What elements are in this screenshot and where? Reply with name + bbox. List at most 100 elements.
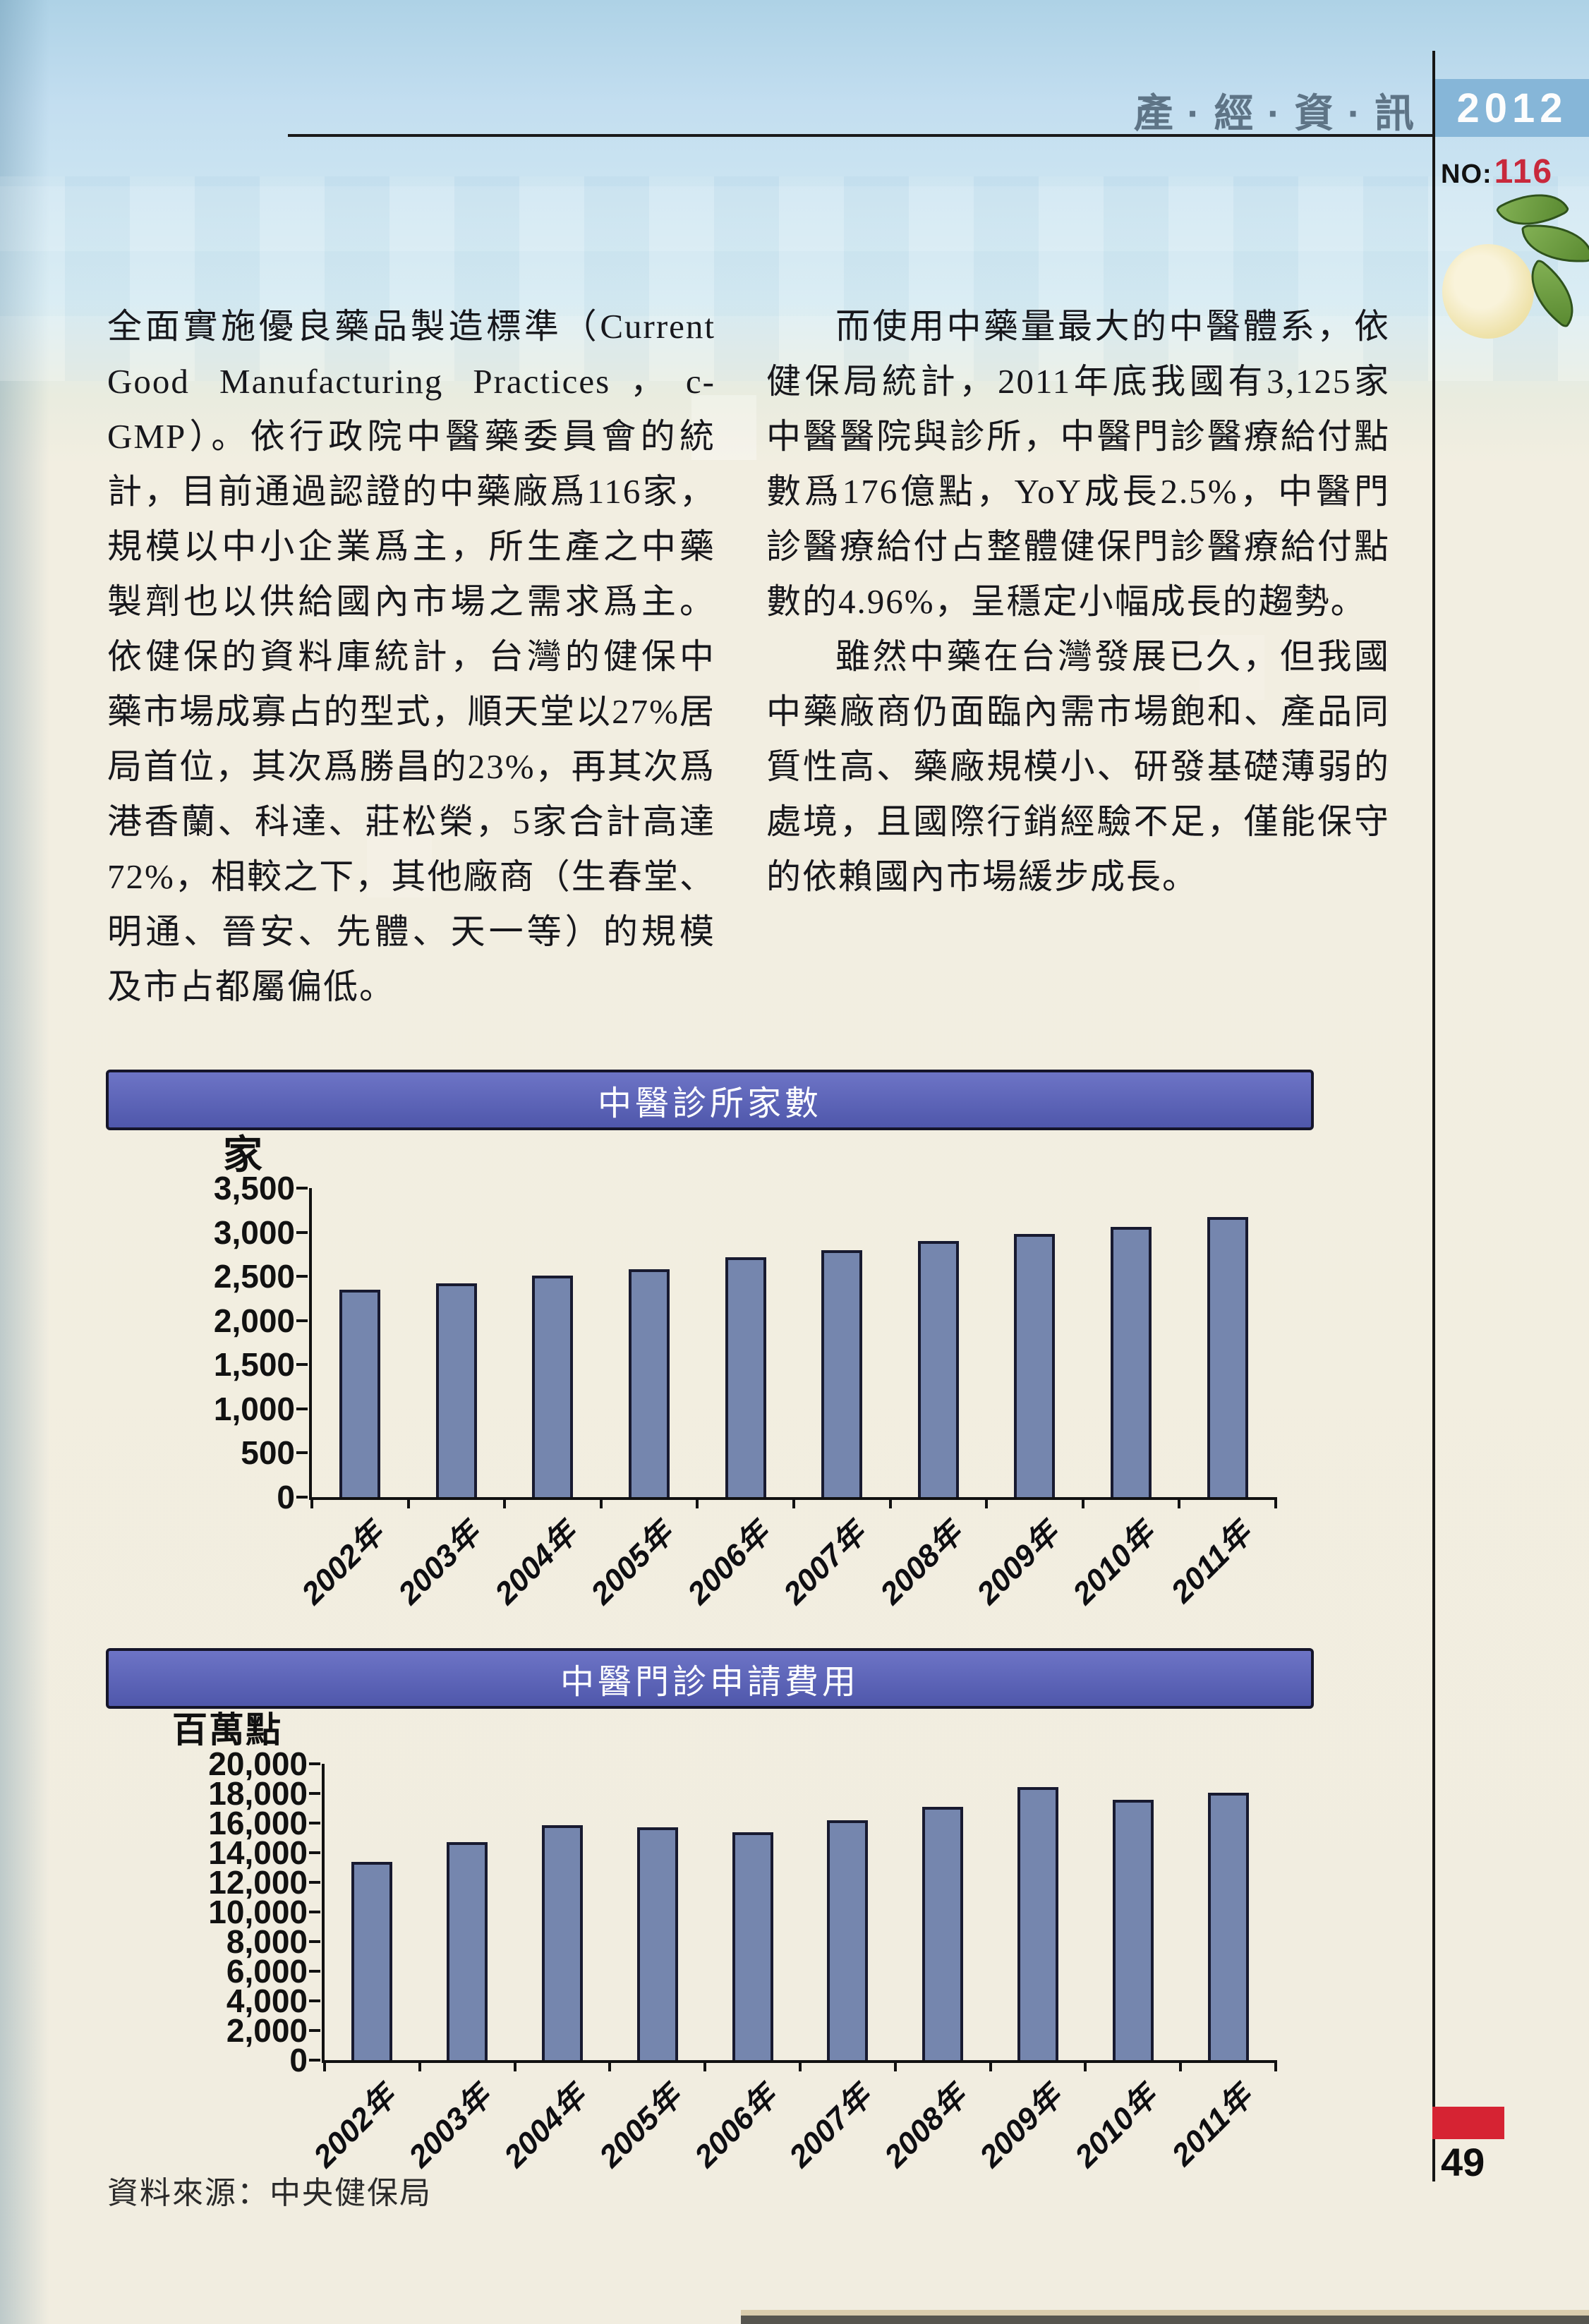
bar-2002年 — [339, 1289, 381, 1497]
left-text-column: 全面實施優良藥品製造標準（Current Good Manufacturing … — [107, 299, 715, 1015]
bar-slot — [800, 1764, 895, 2060]
bar-2008年 — [922, 1806, 964, 2060]
x-axis-label: 2003年 — [392, 1515, 488, 1611]
y-axis-tick-label: 20,000 — [208, 1745, 308, 1782]
x-axis-label: 2007年 — [777, 1515, 873, 1611]
bar-2003年 — [447, 1842, 488, 2060]
bar-slot — [420, 1764, 515, 2060]
bar-2010年 — [1112, 1800, 1154, 2060]
y-axis-tick-mark — [309, 1999, 320, 2002]
y-axis-tick-mark — [309, 1792, 320, 1795]
chart-title-banner: 中醫門診申請費用 — [106, 1648, 1314, 1709]
bar-slot — [890, 1188, 987, 1497]
x-axis-tick-mark — [608, 2060, 612, 2071]
y-axis-tick-label: 8,000 — [226, 1923, 308, 1960]
y-axis-tick-label: 1,000 — [213, 1390, 295, 1427]
y-axis-tick-mark — [309, 1970, 320, 1973]
bar-slot — [986, 1188, 1083, 1497]
x-axis-tick-mark — [792, 1497, 795, 1508]
bar-slot — [1085, 1764, 1180, 2060]
bar-slot — [705, 1764, 800, 2060]
column-separator-line — [1432, 51, 1435, 2181]
plot-area: 家 3,500 3,000 2,500 2,000 1,500 1,000 500 0 2002… — [214, 1132, 1277, 1611]
y-axis-tick-label: 18,000 — [208, 1775, 308, 1812]
x-axis-label: 2011年 — [1164, 1515, 1258, 1610]
x-axis-label: 2006年 — [680, 1515, 776, 1611]
source-note: 資料來源：中央健保局 — [107, 2176, 432, 2210]
x-axis-tick-mark — [406, 1497, 410, 1508]
chart-title: 中醫診所家數 — [597, 1085, 822, 1122]
x-axis-tick-mark — [696, 1497, 699, 1508]
bar-2009年 — [1014, 1234, 1056, 1497]
x-axis-tick-mark — [503, 1497, 507, 1508]
bars-group — [325, 1764, 1276, 2060]
y-axis-tick-label: 14,000 — [208, 1834, 308, 1871]
chart-title-banner: 中醫診所家數 — [106, 1070, 1314, 1130]
x-axis-tick-mark — [703, 2060, 707, 2071]
x-axis-tick-mark — [1179, 2060, 1183, 2071]
x-axis-tick-mark — [1274, 1497, 1277, 1508]
y-axis-tick-label: 1,500 — [213, 1346, 295, 1384]
x-axis-label: 2010年 — [1066, 1515, 1162, 1611]
y-axis-tick-mark — [296, 1451, 308, 1455]
right-column-paragraph-1: 而使用中藥量最大的中醫體系，依健保局統計，2011年底我國有3,125家中醫醫院… — [766, 307, 1390, 621]
bar-2005年 — [636, 1827, 678, 2060]
flower-illustration — [1439, 177, 1589, 355]
bar-slot — [895, 1764, 991, 2060]
bar-slot — [991, 1764, 1086, 2060]
chart-title: 中醫門診申請費用 — [560, 1664, 859, 1701]
bar-2008年 — [917, 1241, 959, 1497]
y-axis-tick-label: 3,500 — [213, 1170, 295, 1206]
bar-2003年 — [435, 1283, 477, 1497]
x-axis-tick-mark — [418, 2060, 421, 2071]
bar-slot — [601, 1188, 698, 1497]
x-axis-tick-mark — [599, 1497, 603, 1508]
bar-2007年 — [827, 1820, 869, 2060]
y-axis-tick-mark — [309, 1822, 320, 1824]
bar-2002年 — [351, 1861, 393, 2060]
page-number: 49 — [1441, 2140, 1485, 2184]
y-axis-tick-mark — [296, 1275, 308, 1278]
x-axis-tick-mark — [1274, 2060, 1277, 2071]
bar-slot — [325, 1764, 420, 2060]
bar-2004年 — [532, 1275, 574, 1497]
y-axis-tick-mark — [296, 1363, 308, 1367]
y-axis-tick-mark — [296, 1407, 308, 1410]
x-axis-tick-mark — [893, 2060, 897, 2071]
bar-2004年 — [541, 1825, 583, 2060]
x-axis-label: 2009年 — [969, 1515, 1065, 1611]
plot-area: 百萬點 20,000 18,000 16,000 14,000 12,000 10,000… — [172, 1710, 1277, 2174]
x-axis-label: 2004年 — [488, 1515, 584, 1611]
y-axis-tick-mark — [309, 2029, 320, 2032]
y-axis-tick-label: 2,500 — [213, 1258, 295, 1295]
y-axis-tick-label: 6,000 — [226, 1953, 308, 1990]
y-axis-tick-mark — [296, 1319, 308, 1322]
right-text-column: 而使用中藥量最大的中醫體系，依健保局統計，2011年底我國有3,125家中醫醫院… — [766, 299, 1390, 904]
bar-2010年 — [1111, 1227, 1152, 1497]
y-axis-tick-mark — [309, 1762, 320, 1765]
scan-edge — [741, 2310, 1589, 2316]
bar-2011年 — [1207, 1216, 1248, 1497]
y-axis-tick-label: 0 — [289, 2042, 308, 2078]
bar-2006年 — [732, 1832, 773, 2060]
x-axis-tick-mark — [323, 2060, 326, 2071]
bar-slot — [697, 1188, 794, 1497]
y-axis-tick-label: 2,000 — [213, 1302, 295, 1339]
bar-slot — [1083, 1188, 1180, 1497]
bar-slot — [1179, 1188, 1276, 1497]
x-axis-tick-mark — [1081, 1497, 1084, 1508]
x-axis-tick-mark — [989, 2060, 992, 2071]
scan-edge — [741, 2316, 1589, 2324]
y-axis-unit-label: 家 — [223, 1132, 262, 1177]
y-axis-tick-mark — [309, 1851, 320, 1854]
masthead-title: 產 · 經 · 資 · 訊 — [1133, 91, 1415, 135]
leaf-icon — [1521, 220, 1589, 267]
x-axis-tick-mark — [1178, 1497, 1181, 1508]
y-axis-tick-mark — [309, 1911, 320, 1913]
y-axis-tick-label: 500 — [241, 1434, 295, 1472]
right-column-paragraph-2: 雖然中藥在台灣發展已久，但我國中藥廠商仍面臨內需市場飽和、產品同質性高、藥廠規模… — [766, 637, 1390, 896]
bars-group — [312, 1188, 1276, 1497]
bar-slot — [505, 1188, 601, 1497]
issue-number-block: NO: 116 — [1441, 152, 1553, 191]
masthead-underline — [288, 134, 1434, 137]
